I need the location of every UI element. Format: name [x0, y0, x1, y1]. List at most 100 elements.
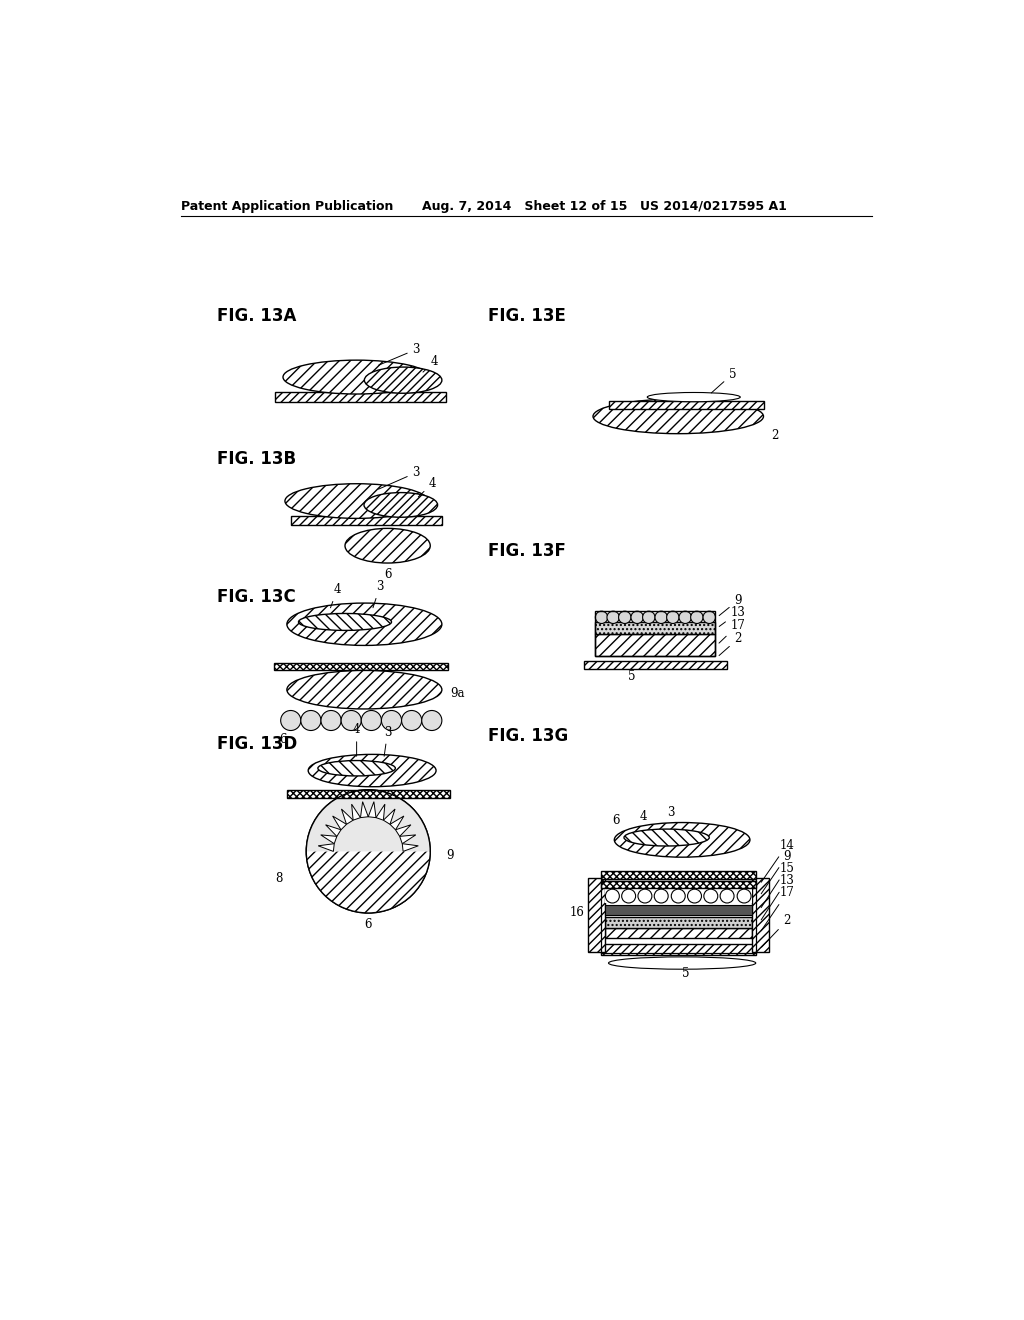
Bar [595, 612, 716, 618]
Circle shape [381, 710, 401, 730]
Circle shape [667, 611, 679, 623]
Circle shape [703, 890, 718, 903]
Text: 6: 6 [612, 814, 620, 828]
Bar [275, 392, 445, 401]
Polygon shape [383, 809, 395, 824]
Circle shape [679, 611, 691, 623]
Text: 3: 3 [384, 726, 391, 756]
Circle shape [720, 890, 734, 903]
Circle shape [687, 890, 701, 903]
Text: 3: 3 [373, 579, 384, 607]
Polygon shape [360, 801, 369, 817]
Polygon shape [351, 804, 360, 820]
Circle shape [361, 710, 381, 730]
Circle shape [737, 890, 751, 903]
Polygon shape [402, 843, 419, 851]
Text: FIG. 13F: FIG. 13F [488, 543, 566, 560]
Ellipse shape [287, 671, 442, 709]
Text: 3: 3 [667, 807, 674, 820]
Text: 4: 4 [640, 810, 647, 824]
Circle shape [595, 611, 607, 623]
Text: 9: 9 [761, 850, 791, 894]
Bar [752, 878, 769, 952]
Ellipse shape [608, 957, 756, 969]
Bar [273, 663, 449, 671]
Wedge shape [306, 851, 430, 913]
Bar [601, 880, 756, 888]
Circle shape [654, 890, 669, 903]
Polygon shape [395, 825, 411, 837]
Circle shape [638, 890, 652, 903]
Text: 4: 4 [423, 355, 438, 372]
Bar [588, 878, 604, 952]
Polygon shape [321, 834, 337, 843]
Text: 8: 8 [275, 871, 283, 884]
Text: FIG. 13G: FIG. 13G [488, 727, 568, 744]
Circle shape [703, 611, 716, 623]
Text: FIG. 13E: FIG. 13E [488, 308, 566, 325]
Circle shape [301, 710, 321, 730]
Polygon shape [318, 843, 334, 851]
Text: 2: 2 [762, 915, 791, 948]
Bar [584, 661, 727, 669]
Ellipse shape [317, 760, 395, 776]
Bar [291, 516, 442, 525]
Text: 4: 4 [331, 583, 341, 607]
Text: FIG. 13D: FIG. 13D [217, 735, 297, 752]
Bar [604, 890, 752, 903]
Circle shape [622, 890, 636, 903]
Ellipse shape [283, 360, 430, 393]
Circle shape [281, 710, 301, 730]
Text: 6: 6 [280, 733, 287, 746]
Circle shape [672, 890, 685, 903]
Ellipse shape [624, 829, 710, 846]
Ellipse shape [614, 822, 750, 857]
Text: Aug. 7, 2014   Sheet 12 of 15: Aug. 7, 2014 Sheet 12 of 15 [423, 199, 628, 213]
Text: 17: 17 [761, 887, 795, 931]
Text: FIG. 13C: FIG. 13C [217, 589, 296, 606]
Circle shape [618, 611, 631, 623]
Bar [601, 879, 756, 953]
Text: 13: 13 [719, 606, 745, 627]
Circle shape [401, 710, 422, 730]
Text: 3: 3 [379, 343, 420, 366]
Text: FIG. 13B: FIG. 13B [217, 450, 296, 467]
Circle shape [306, 789, 430, 913]
Bar [604, 917, 752, 928]
Text: 17: 17 [719, 619, 745, 643]
Text: 5: 5 [712, 367, 736, 393]
Bar [604, 928, 752, 937]
Polygon shape [341, 809, 353, 824]
Bar [604, 906, 752, 915]
Polygon shape [369, 801, 376, 817]
Circle shape [655, 611, 668, 623]
Circle shape [631, 611, 643, 623]
Polygon shape [376, 804, 385, 820]
Bar [608, 401, 764, 409]
Text: 4: 4 [419, 477, 436, 496]
Text: 6: 6 [365, 917, 372, 931]
Circle shape [422, 710, 442, 730]
Polygon shape [326, 825, 341, 837]
Ellipse shape [647, 392, 740, 401]
Ellipse shape [365, 367, 442, 393]
Polygon shape [333, 816, 346, 830]
Circle shape [643, 611, 655, 623]
Bar [601, 871, 756, 879]
Circle shape [607, 611, 620, 623]
Text: 4: 4 [353, 723, 360, 756]
Text: 9: 9 [445, 849, 454, 862]
Text: 2: 2 [771, 429, 779, 442]
Ellipse shape [299, 614, 391, 631]
Text: 2: 2 [719, 632, 741, 656]
Text: 9: 9 [719, 594, 741, 615]
Text: 9a: 9a [451, 686, 465, 700]
Bar [601, 944, 756, 954]
Text: US 2014/0217595 A1: US 2014/0217595 A1 [640, 199, 786, 213]
Text: 3: 3 [379, 466, 420, 490]
Wedge shape [306, 789, 430, 851]
Ellipse shape [364, 492, 437, 517]
Ellipse shape [285, 483, 428, 519]
Text: 6: 6 [384, 568, 391, 581]
Bar [595, 635, 716, 656]
